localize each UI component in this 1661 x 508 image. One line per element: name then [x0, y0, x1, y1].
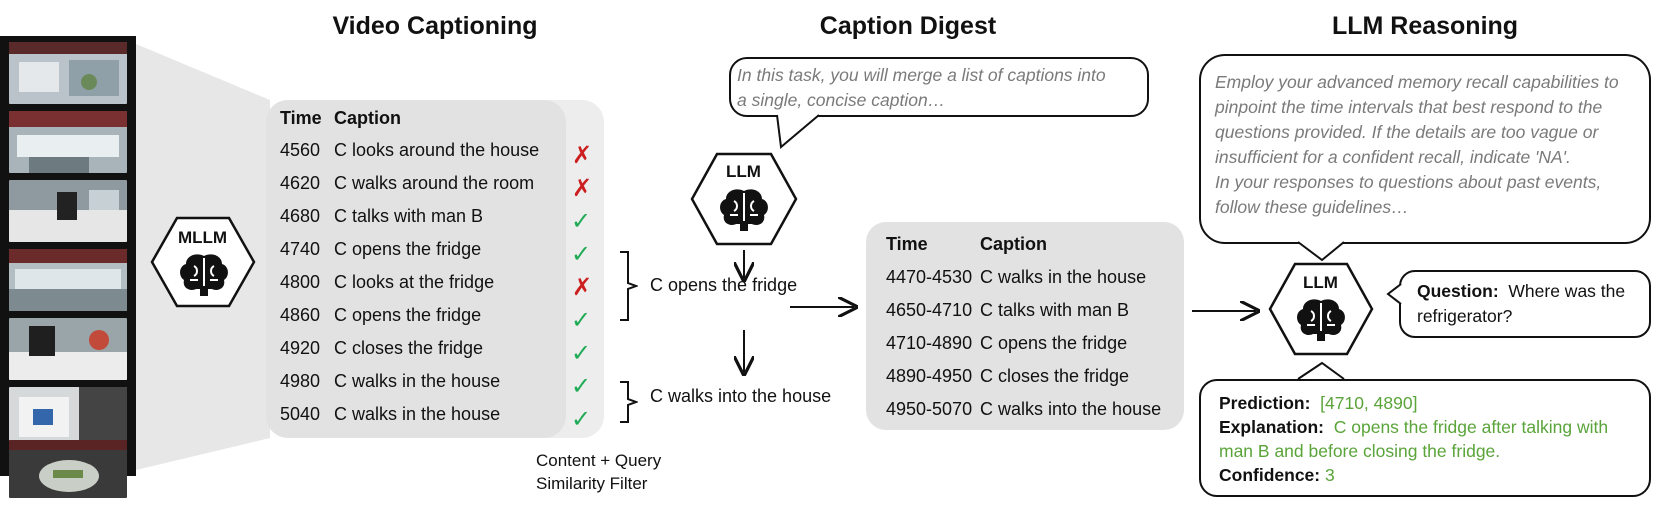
row-caption: C talks with man B — [334, 206, 484, 226]
explanation-line: Explanation: C opens the fridge after ta… — [1219, 415, 1608, 439]
mllm-label: MLLM — [178, 228, 228, 247]
row-caption: C walks in the house — [334, 371, 501, 391]
row-time: 4620 — [280, 173, 321, 193]
bubble-tail — [1386, 283, 1402, 305]
llm-label-reasoning: LLM — [1303, 273, 1338, 292]
video-frame — [9, 42, 127, 104]
filter-label-line1: Content + Query — [536, 451, 662, 470]
row-time: 4860 — [280, 305, 321, 325]
prediction-value: [4710, 4890] — [1320, 393, 1418, 413]
video-frame — [9, 180, 127, 242]
row-time: 4680 — [280, 206, 321, 226]
row-caption: C walks in the house — [980, 267, 1147, 287]
question-bubble: Question: Where was the refrigerator? — [1399, 270, 1651, 338]
section-title-caption-digest: Caption Digest — [819, 12, 997, 40]
question-text: Where was the — [1508, 281, 1626, 301]
confidence-value: 3 — [1325, 465, 1335, 485]
merge-brace — [620, 251, 638, 321]
check-icon: ✓ — [571, 373, 592, 400]
row-time: 4470-4530 — [886, 267, 973, 287]
row-caption: C looks around the house — [334, 140, 540, 160]
reasoning-prompt-line: In your responses to questions about pas… — [1215, 172, 1602, 192]
digest-prompt-bubble: In this task, you will merge a list of c… — [729, 57, 1149, 117]
video-frame — [9, 318, 127, 380]
digest-prompt-line1: In this task, you will merge a list of c… — [737, 65, 1106, 85]
confidence-label: Confidence: — [1219, 465, 1321, 485]
row-caption: C walks into the house — [980, 399, 1162, 419]
row-time: 4800 — [280, 272, 321, 292]
caption-table: Time Caption 4560 C looks around the hous… — [266, 100, 566, 438]
section-title-video-captioning: Video Captioning — [332, 12, 538, 40]
check-icon: ✓ — [571, 241, 592, 268]
bubble-tail — [1297, 241, 1345, 262]
row-time: 4740 — [280, 239, 321, 259]
reasoning-prompt-bubble: Employ your advanced memory recall capab… — [1199, 54, 1651, 244]
video-frame — [9, 387, 127, 449]
check-icon: ✓ — [571, 340, 592, 367]
row-caption: C looks at the fridge — [334, 272, 495, 292]
check-icon: ✓ — [571, 406, 592, 433]
question-line2: refrigerator? — [1417, 306, 1513, 326]
llm-label-digest: LLM — [726, 162, 761, 181]
check-icon: ✓ — [571, 208, 592, 235]
merge-brace — [620, 381, 638, 423]
row-caption: C walks around the room — [334, 173, 535, 193]
video-frame — [9, 249, 127, 311]
brain-icon — [720, 189, 768, 231]
question-label: Question: — [1417, 281, 1499, 301]
section-title-llm-reasoning: LLM Reasoning — [1331, 12, 1519, 40]
explanation-text: C opens the fridge after talking with — [1333, 417, 1609, 437]
header-caption: Caption — [334, 108, 401, 128]
cross-icon: ✗ — [572, 274, 593, 301]
row-caption: C opens the fridge — [334, 305, 482, 325]
bubble-tail — [1297, 361, 1345, 380]
digest-table: Time Caption 4470-4530 C walks in the hou… — [866, 222, 1184, 430]
video-filmstrip — [0, 36, 136, 498]
reasoning-prompt-line: pinpoint the time intervals that best re… — [1215, 97, 1603, 117]
row-time: 4890-4950 — [886, 366, 973, 386]
row-caption: C opens the fridge — [334, 239, 482, 259]
row-time: 4920 — [280, 338, 321, 358]
reasoning-prompt-line: questions provided. If the details are t… — [1215, 122, 1599, 142]
merged-caption-2: C walks into the house — [650, 386, 832, 406]
prediction-line: Prediction: [4710, 4890] — [1219, 391, 1417, 415]
prediction-bubble: Prediction: [4710, 4890] Explanation: C … — [1199, 379, 1651, 497]
brain-icon — [180, 254, 228, 296]
header-time: Time — [280, 108, 322, 128]
filter-label-line2: Similarity Filter — [536, 474, 648, 493]
video-frame — [9, 111, 127, 173]
row-caption: C opens the fridge — [980, 333, 1128, 353]
video-frame — [9, 440, 127, 498]
cross-icon: ✗ — [572, 142, 593, 169]
row-caption: C talks with man B — [980, 300, 1130, 320]
row-time: 4560 — [280, 140, 321, 160]
check-icon: ✓ — [571, 307, 592, 334]
prediction-label: Prediction: — [1219, 393, 1311, 413]
row-time: 5040 — [280, 404, 321, 424]
confidence-line: Confidence: 3 — [1219, 463, 1335, 487]
explanation-text-cont: man B and before closing the fridge. — [1219, 441, 1501, 461]
reasoning-prompt-line: insufficient for a confident recall, ind… — [1215, 147, 1571, 167]
row-caption: C closes the fridge — [980, 366, 1130, 386]
bubble-tail — [776, 114, 820, 149]
row-time: 4650-4710 — [886, 300, 973, 320]
row-caption: C closes the fridge — [334, 338, 484, 358]
explanation-label: Explanation: — [1219, 417, 1325, 437]
header-caption: Caption — [980, 234, 1047, 254]
row-caption: C walks in the house — [334, 404, 501, 424]
question-line1: Question: Where was the — [1417, 281, 1625, 302]
merged-caption-1: C opens the fridge — [650, 275, 798, 295]
row-time: 4950-5070 — [886, 399, 973, 419]
digest-prompt-line2: a single, concise caption… — [737, 90, 946, 110]
brain-icon — [1297, 299, 1345, 341]
cross-icon: ✗ — [572, 175, 593, 202]
reasoning-prompt-line: Employ your advanced memory recall capab… — [1215, 72, 1619, 92]
header-time: Time — [886, 234, 928, 254]
row-time: 4980 — [280, 371, 321, 391]
reasoning-prompt-line: follow these guidelines… — [1215, 197, 1409, 217]
row-time: 4710-4890 — [886, 333, 973, 353]
